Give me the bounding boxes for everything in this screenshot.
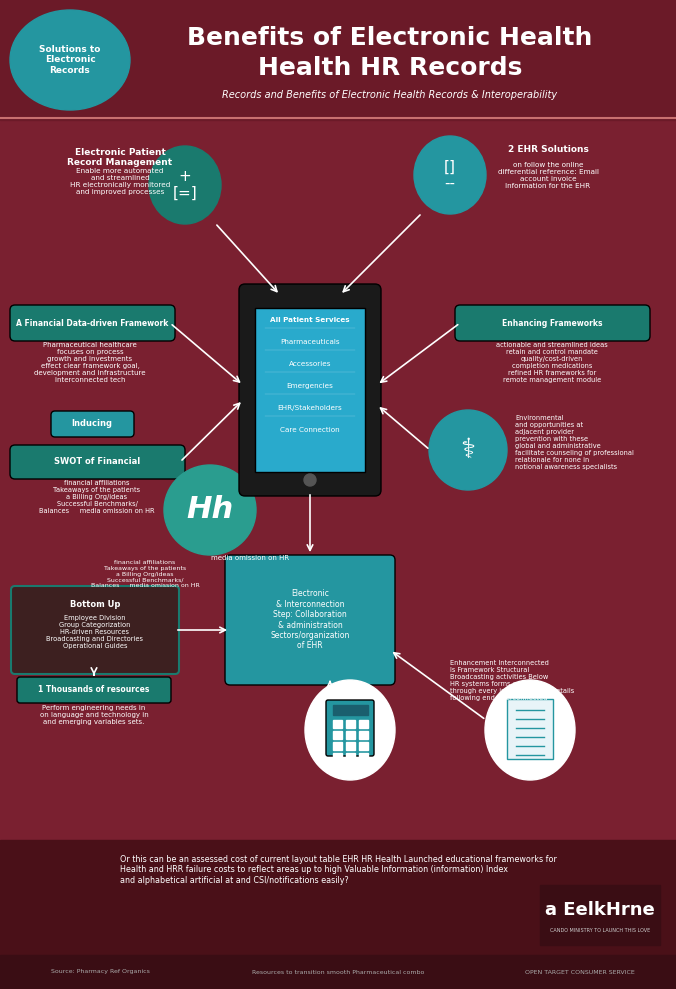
Text: actionable and streamlined ideas
retain and control mandate
quality/cost-driven
: actionable and streamlined ideas retain …	[496, 342, 608, 383]
FancyBboxPatch shape	[255, 308, 365, 472]
Text: Benefits of Electronic Health: Benefits of Electronic Health	[187, 26, 593, 50]
Bar	[333, 705, 368, 715]
Text: Solutions to
Electronic
Records: Solutions to Electronic Records	[39, 45, 101, 75]
Text: All Patient Services: All Patient Services	[270, 317, 349, 323]
FancyBboxPatch shape	[326, 700, 374, 756]
Text: Enhancing Frameworks: Enhancing Frameworks	[502, 318, 602, 327]
Text: Accessories: Accessories	[289, 361, 331, 367]
Text: Pharmaceutical healthcare
focuses on process
growth and investments
effect clear: Pharmaceutical healthcare focuses on pro…	[34, 342, 146, 383]
Ellipse shape	[305, 680, 395, 780]
Text: ⚕: ⚕	[460, 436, 475, 464]
Bar	[359, 742, 368, 750]
Text: Enable more automated
and streamlined
HR electronically monitored
and improved p: Enable more automated and streamlined HR…	[70, 168, 170, 195]
Bar	[359, 720, 368, 728]
FancyBboxPatch shape	[507, 699, 553, 759]
Text: Environmental
and opportunities at
adjacent provider
prevention with these
globa: Environmental and opportunities at adjac…	[515, 415, 634, 470]
Text: Pharmaceuticals: Pharmaceuticals	[280, 339, 340, 345]
Text: CANDO MINISTRY TO LAUNCH THIS LOVE: CANDO MINISTRY TO LAUNCH THIS LOVE	[550, 928, 650, 933]
Bar	[359, 731, 368, 739]
Text: Electronic
& Interconnection
Step: Collaboration
& administration
Sectors/organi: Electronic & Interconnection Step: Colla…	[270, 589, 349, 651]
Bar	[540, 885, 660, 945]
Bar	[359, 753, 368, 761]
Text: Perform engineering needs in
on language and technology in
and emerging variable: Perform engineering needs in on language…	[40, 705, 148, 725]
Text: a EelkHrne: a EelkHrne	[545, 901, 655, 919]
Text: financial affiliations
Takeaways of the patients
a Billing Org/ideas
Successful : financial affiliations Takeaways of the …	[39, 480, 155, 514]
Text: financial affiliations
Takeaways of the patients
a Billing Org/ideas
Successful : financial affiliations Takeaways of the …	[91, 560, 199, 588]
Text: Inducing: Inducing	[72, 419, 112, 428]
Text: +
[=]: + [=]	[172, 169, 197, 201]
Bar	[333, 742, 342, 750]
Text: Care Connection: Care Connection	[280, 427, 340, 433]
Text: 2 EHR Solutions: 2 EHR Solutions	[508, 145, 588, 154]
Ellipse shape	[149, 146, 221, 224]
Text: Or this can be an assessed cost of current layout table EHR HR Health Launched e: Or this can be an assessed cost of curre…	[120, 855, 556, 885]
Ellipse shape	[164, 465, 256, 555]
Text: media omission on HR: media omission on HR	[211, 555, 289, 561]
FancyBboxPatch shape	[17, 677, 171, 703]
Bar	[346, 742, 355, 750]
FancyBboxPatch shape	[10, 305, 175, 341]
Text: Health HR Records: Health HR Records	[258, 56, 522, 80]
Text: Resources to transition smooth Pharmaceutical combo: Resources to transition smooth Pharmaceu…	[252, 969, 424, 974]
Text: []
--: [] --	[444, 159, 456, 191]
Ellipse shape	[485, 680, 575, 780]
Text: 1 Thousands of resources: 1 Thousands of resources	[39, 685, 149, 694]
Text: Bottom Up: Bottom Up	[70, 600, 120, 609]
FancyBboxPatch shape	[51, 411, 134, 437]
FancyBboxPatch shape	[11, 586, 179, 674]
Bar	[333, 720, 342, 728]
Text: Electronic Patient
Record Management: Electronic Patient Record Management	[68, 148, 172, 167]
Bar	[0, 840, 676, 989]
FancyBboxPatch shape	[10, 445, 185, 479]
Text: EHR/Stakeholders: EHR/Stakeholders	[278, 405, 342, 411]
Text: Records and Benefits of Electronic Health Records & Interoperability: Records and Benefits of Electronic Healt…	[222, 90, 558, 100]
Text: Emergencies: Emergencies	[287, 383, 333, 389]
Bar	[333, 753, 342, 761]
Text: SWOT of Financial: SWOT of Financial	[54, 458, 140, 467]
Bar	[0, 955, 676, 989]
Text: Hh: Hh	[187, 495, 234, 524]
Ellipse shape	[10, 10, 130, 110]
FancyBboxPatch shape	[455, 305, 650, 341]
Text: on follow the online
differential reference: Email
account invoice
Information f: on follow the online differential refere…	[498, 162, 598, 189]
Bar	[346, 720, 355, 728]
Bar	[333, 731, 342, 739]
FancyBboxPatch shape	[225, 555, 395, 685]
Ellipse shape	[414, 136, 486, 214]
Text: Employee Division
Group Categorization
HR-driven Resources
Broadcasting and Dire: Employee Division Group Categorization H…	[47, 615, 143, 649]
Ellipse shape	[429, 410, 507, 490]
Circle shape	[304, 474, 316, 486]
Text: Source: Pharmacy Ref Organics: Source: Pharmacy Ref Organics	[51, 969, 149, 974]
Bar	[346, 731, 355, 739]
Text: Enhancement Interconnected
Is Framework Structural
Broadcasting activities Below: Enhancement Interconnected Is Framework …	[450, 660, 574, 701]
Bar	[346, 753, 355, 761]
Bar	[0, 0, 676, 120]
Text: A Financial Data-driven Framework: A Financial Data-driven Framework	[16, 318, 168, 327]
Text: OPEN TARGET CONSUMER SERVICE: OPEN TARGET CONSUMER SERVICE	[525, 969, 635, 974]
FancyBboxPatch shape	[239, 284, 381, 496]
